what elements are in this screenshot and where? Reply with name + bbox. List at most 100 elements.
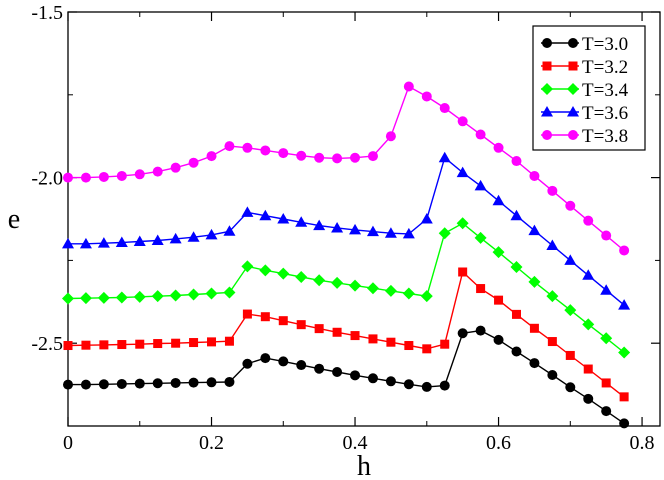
data-point	[98, 379, 109, 390]
data-point	[206, 151, 217, 162]
data-point	[600, 284, 613, 295]
data-point	[529, 170, 540, 181]
data-point	[296, 320, 306, 330]
data-point	[546, 239, 559, 250]
data-point	[260, 353, 271, 364]
data-point	[188, 157, 199, 168]
data-point	[440, 339, 450, 349]
series-1	[63, 267, 629, 402]
data-point	[565, 350, 575, 360]
data-point	[223, 286, 236, 299]
data-point	[528, 224, 541, 236]
data-point	[618, 346, 631, 359]
data-point	[456, 217, 469, 230]
data-point	[564, 304, 577, 317]
data-point	[404, 341, 414, 351]
data-point	[367, 373, 378, 384]
legend-marker	[542, 61, 552, 71]
data-point	[492, 194, 505, 206]
axis-ticks: 0 0.2 0.4 0.6 0.8 -2.5 -2.0 -1.5	[31, 2, 660, 454]
data-point	[171, 338, 181, 348]
data-point	[582, 318, 595, 331]
data-point	[476, 284, 486, 294]
data-point	[278, 316, 288, 326]
data-point	[259, 209, 272, 221]
data-point	[367, 151, 378, 162]
data-point	[80, 379, 91, 390]
legend-marker	[567, 83, 579, 95]
data-point	[63, 172, 73, 183]
data-point	[456, 166, 469, 178]
data-point	[314, 324, 324, 334]
data-point	[115, 291, 128, 304]
data-point	[529, 323, 539, 333]
data-point	[224, 376, 235, 387]
data-point	[188, 377, 199, 388]
data-point	[510, 261, 523, 274]
data-point	[385, 376, 396, 387]
data-point	[385, 131, 396, 142]
data-point	[366, 225, 379, 237]
data-point	[421, 91, 432, 102]
data-point	[349, 223, 362, 235]
data-point	[402, 227, 415, 239]
data-point	[242, 309, 252, 319]
data-point	[205, 228, 218, 240]
data-point	[79, 237, 92, 249]
data-point	[474, 231, 487, 244]
plot-frame	[67, 11, 661, 427]
series-layer	[62, 81, 631, 429]
data-point	[619, 245, 630, 256]
y-axis-label: e	[8, 204, 20, 235]
data-point	[350, 152, 361, 163]
data-point	[583, 364, 593, 374]
x-tick-label: 0.4	[343, 432, 368, 454]
legend-box	[532, 25, 646, 151]
data-point	[224, 336, 234, 346]
series-4	[63, 81, 630, 256]
data-point	[458, 267, 468, 277]
data-point	[564, 254, 577, 265]
data-point	[205, 287, 218, 300]
data-point	[439, 103, 450, 114]
legend-label: T=3.6	[582, 103, 628, 124]
data-point	[152, 166, 163, 177]
data-point	[601, 406, 612, 417]
data-point	[81, 340, 91, 350]
data-point	[313, 274, 326, 287]
data-point	[62, 237, 74, 249]
data-point	[421, 381, 432, 392]
data-point	[63, 341, 73, 351]
data-point	[420, 290, 433, 303]
data-point	[582, 269, 595, 280]
data-point	[314, 363, 325, 374]
data-point	[384, 227, 397, 238]
data-point	[97, 237, 110, 248]
data-point	[475, 129, 486, 140]
x-tick-label: 0.6	[486, 432, 511, 454]
data-point	[223, 225, 236, 236]
data-point	[169, 289, 182, 302]
y-tick-label: -2.5	[31, 333, 63, 355]
data-point	[153, 339, 163, 349]
data-point	[278, 148, 289, 159]
data-point	[242, 358, 253, 369]
data-point	[170, 162, 181, 173]
x-tick-label: 0.2	[199, 432, 224, 454]
data-point	[62, 292, 74, 305]
legend-marker	[568, 61, 578, 71]
data-point	[134, 169, 145, 180]
data-point	[151, 290, 164, 303]
data-point	[511, 156, 522, 167]
data-point	[277, 267, 290, 280]
data-point	[313, 219, 326, 231]
data-point	[99, 340, 109, 350]
legend-entry: T=3.2	[541, 57, 628, 78]
data-point	[601, 378, 611, 388]
series-3	[62, 151, 631, 310]
data-point	[583, 215, 594, 226]
series-2	[62, 217, 631, 359]
legend-label: T=3.0	[582, 34, 628, 55]
legend-label: T=3.4	[582, 80, 629, 101]
data-point	[438, 151, 451, 163]
